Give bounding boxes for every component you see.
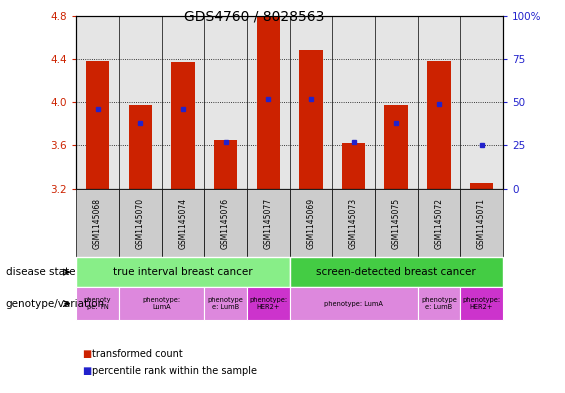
Text: phenoty
pe: TN: phenoty pe: TN <box>84 297 111 310</box>
Bar <box>470 183 493 189</box>
Text: GSM1145068: GSM1145068 <box>93 198 102 248</box>
Bar <box>257 16 280 189</box>
Text: ■: ■ <box>82 366 91 376</box>
Bar <box>162 16 205 189</box>
Bar <box>214 140 237 189</box>
Text: screen-detected breast cancer: screen-detected breast cancer <box>316 267 476 277</box>
Text: GSM1145075: GSM1145075 <box>392 197 401 249</box>
Bar <box>342 143 366 189</box>
Bar <box>76 16 119 189</box>
Bar <box>418 16 460 189</box>
Bar <box>460 16 503 189</box>
Text: phenotype:
LumA: phenotype: LumA <box>142 297 181 310</box>
Text: percentile rank within the sample: percentile rank within the sample <box>92 366 257 376</box>
Text: disease state: disease state <box>6 267 75 277</box>
Text: true interval breast cancer: true interval breast cancer <box>113 267 253 277</box>
Bar <box>119 16 162 189</box>
Text: genotype/variation: genotype/variation <box>6 299 105 309</box>
Text: phenotype:
HER2+: phenotype: HER2+ <box>463 297 501 310</box>
Bar <box>86 61 110 189</box>
Text: GDS4760 / 8028563: GDS4760 / 8028563 <box>184 10 324 24</box>
Text: GSM1145069: GSM1145069 <box>306 197 315 249</box>
Bar <box>171 62 195 189</box>
Text: ■: ■ <box>82 349 91 359</box>
Text: GSM1145074: GSM1145074 <box>179 197 188 249</box>
Bar <box>427 61 451 189</box>
Text: phenotype: LumA: phenotype: LumA <box>324 301 383 307</box>
Bar <box>247 16 290 189</box>
Bar <box>375 16 418 189</box>
Bar <box>384 105 408 189</box>
Text: GSM1145072: GSM1145072 <box>434 198 444 248</box>
Bar <box>290 16 332 189</box>
Text: GSM1145077: GSM1145077 <box>264 197 273 249</box>
Text: GSM1145070: GSM1145070 <box>136 197 145 249</box>
Text: phenotype:
HER2+: phenotype: HER2+ <box>249 297 287 310</box>
Text: phenotype
e: LumB: phenotype e: LumB <box>208 297 244 310</box>
Bar <box>332 16 375 189</box>
Text: GSM1145071: GSM1145071 <box>477 198 486 248</box>
Text: transformed count: transformed count <box>92 349 183 359</box>
Text: GSM1145076: GSM1145076 <box>221 197 230 249</box>
Text: GSM1145073: GSM1145073 <box>349 197 358 249</box>
Bar <box>299 50 323 189</box>
Bar <box>205 16 247 189</box>
Text: phenotype
e: LumB: phenotype e: LumB <box>421 297 457 310</box>
Bar <box>128 105 152 189</box>
